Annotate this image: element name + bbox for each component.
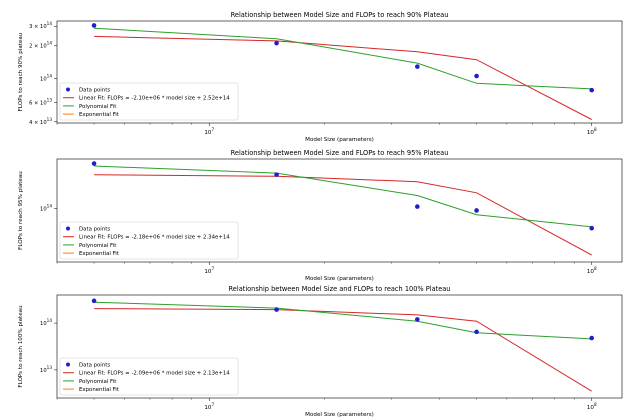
data-point: [91, 23, 97, 28]
legend-marker-data-points: [66, 87, 70, 92]
axes-frame: [56, 158, 623, 263]
data-point: [474, 329, 479, 335]
legend-label-data-points: Data points: [79, 227, 110, 233]
x-axis-label: Model Size (parameters): [305, 412, 374, 418]
x-axis-label: Model Size (parameters): [305, 137, 374, 143]
y-tick-label: 1013: [40, 365, 52, 374]
legend-label-data-points: Data points: [79, 88, 110, 94]
polynomial-fit-line: [94, 165, 592, 228]
linear-fit-line: [94, 308, 592, 392]
legend-box: [59, 357, 239, 396]
y-tick-label: 3 × 1014: [29, 21, 52, 30]
data-point: [91, 298, 97, 304]
y-axis-label: FLOPs to reach 100% plateau: [18, 305, 24, 388]
x-tick-label: 108: [587, 402, 597, 411]
legend-box: [59, 82, 239, 121]
legend-label-exponential-fit: Exponential Fit: [79, 112, 119, 118]
chart-panel-3: Relationship between Model Size and FLOP…: [18, 285, 623, 418]
y-tick-label: 6 × 1013: [29, 98, 52, 107]
axes-frame: [56, 20, 623, 124]
y-tick-label: 2 × 1014: [29, 40, 52, 49]
legend-label-polynomial-fit: Polynomial Fit: [79, 379, 116, 385]
chart-title: Relationship between Model Size and FLOP…: [229, 285, 451, 293]
x-tick-label: 108: [587, 266, 597, 275]
data-point: [589, 335, 595, 341]
data-point: [274, 172, 279, 177]
chart-panel-2: Relationship between Model Size and FLOP…: [18, 149, 623, 282]
linear-fit-line: [94, 174, 592, 256]
polynomial-fit-line: [94, 27, 592, 90]
legend-marker-data-points: [66, 226, 70, 231]
data-point: [91, 161, 97, 166]
legend-label-polynomial-fit: Polynomial Fit: [79, 104, 116, 110]
legend-label-linear-fit: Linear Fit: FLOPs = -2.10e+06 * model si…: [79, 96, 230, 102]
y-axis-label: FLOPs to reach 95% plateau: [18, 171, 24, 250]
x-tick-label: 107: [204, 127, 214, 136]
y-axis-label: FLOPs to reach 90% plateau: [18, 32, 24, 111]
data-point: [415, 317, 420, 322]
legend-label-linear-fit: Linear Fit: FLOPs = -2.18e+06 * model si…: [79, 235, 230, 241]
chart-panel-1: Relationship between Model Size and FLOP…: [18, 11, 623, 143]
legend-label-linear-fit: Linear Fit: FLOPs = -2.09e+06 * model si…: [79, 371, 230, 377]
chart-title: Relationship between Model Size and FLOP…: [231, 11, 449, 19]
data-point: [589, 87, 595, 93]
data-point: [274, 307, 279, 312]
polynomial-fit-line: [94, 301, 592, 340]
y-tick-label: 4 × 1013: [29, 117, 52, 126]
legend-label-data-points: Data points: [79, 363, 110, 369]
y-tick-label: 1014: [40, 318, 52, 327]
data-point: [415, 204, 420, 209]
data-point: [274, 40, 279, 46]
data-point: [589, 225, 595, 231]
y-tick-label: 1014: [40, 73, 52, 82]
data-point: [415, 64, 420, 69]
chart-title: Relationship between Model Size and FLOP…: [231, 149, 449, 157]
data-point: [474, 73, 479, 79]
x-axis-label: Model Size (parameters): [305, 276, 374, 282]
legend-label-polynomial-fit: Polynomial Fit: [79, 243, 116, 249]
x-tick-label: 108: [587, 127, 597, 136]
y-tick-label: 1014: [40, 203, 52, 212]
legend-marker-data-points: [66, 362, 70, 367]
linear-fit-line: [94, 35, 592, 120]
legend-label-exponential-fit: Exponential Fit: [79, 387, 119, 393]
data-point: [474, 208, 479, 213]
legend-label-exponential-fit: Exponential Fit: [79, 251, 119, 257]
axes-frame: [56, 294, 623, 399]
x-tick-label: 107: [204, 402, 214, 411]
legend-box: [59, 221, 239, 260]
x-tick-label: 107: [204, 266, 214, 275]
